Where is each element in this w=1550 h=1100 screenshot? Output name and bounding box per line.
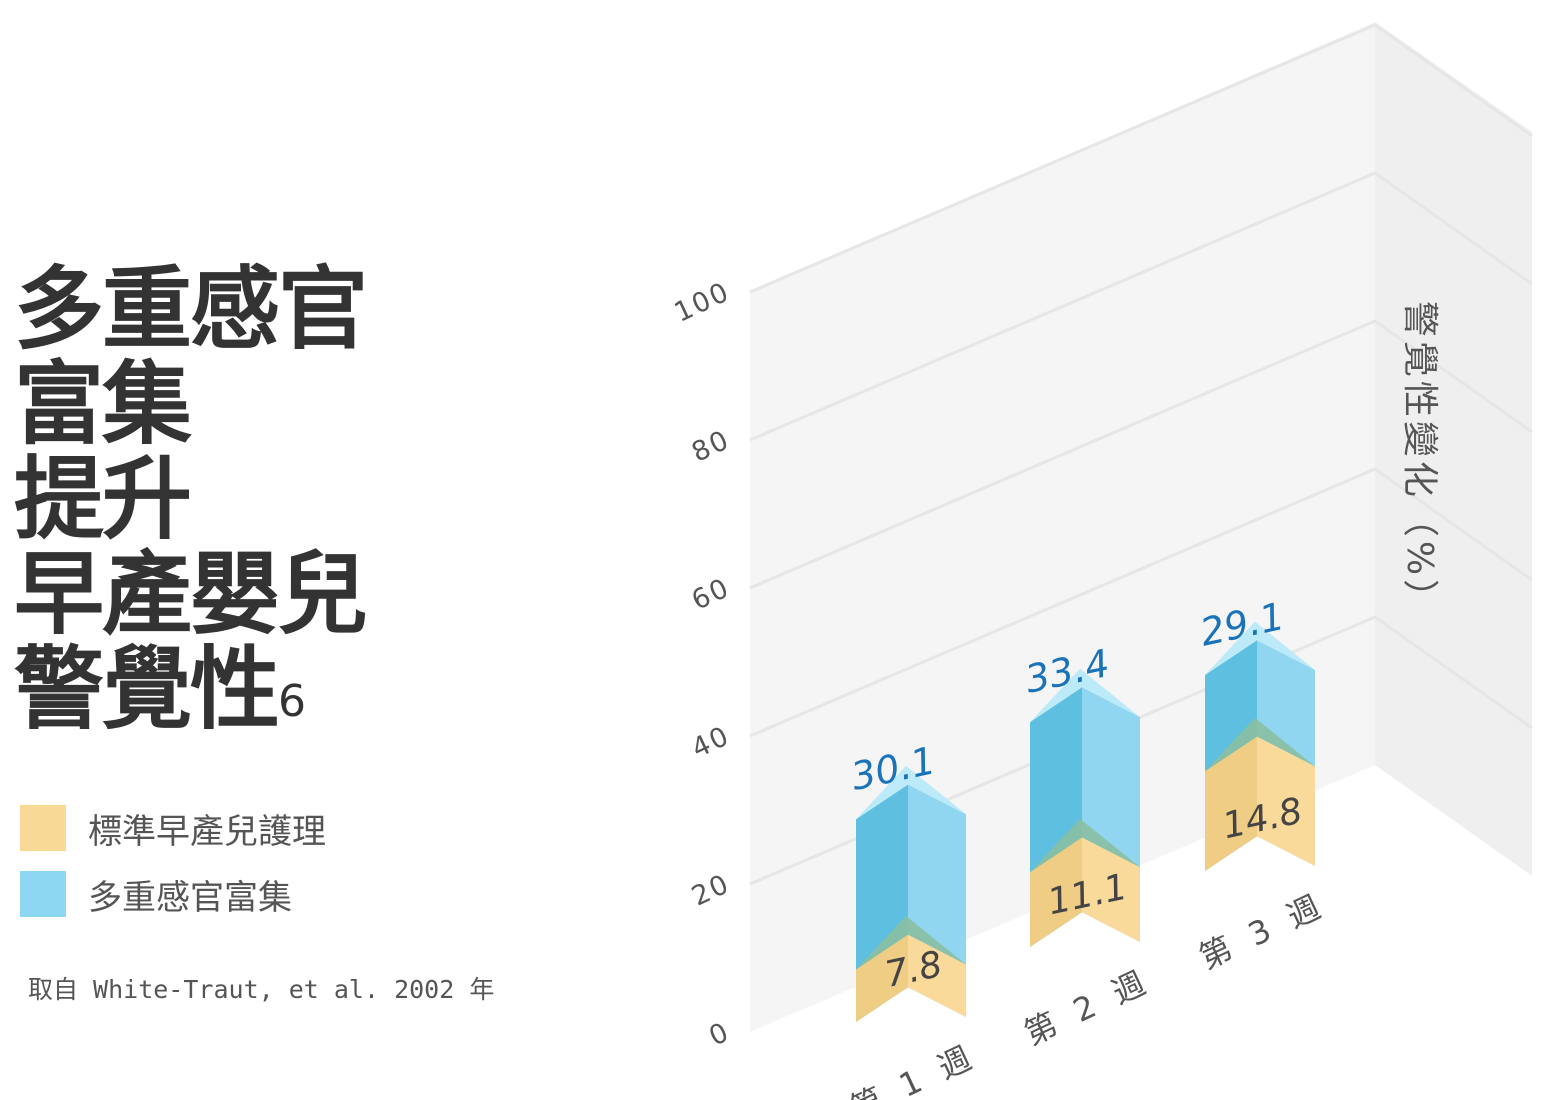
legend-label-enrichment: 多重感官富集 — [88, 877, 292, 918]
footnote-marker: 6 — [278, 676, 306, 727]
gridline — [749, 171, 1533, 442]
gridline — [749, 615, 1533, 886]
bar-enrichment-top — [1205, 621, 1315, 675]
title-line: 早產嬰兒 — [14, 542, 368, 647]
bar-standard-left — [856, 934, 908, 1022]
gridline — [749, 23, 1533, 294]
title-line: 富集 — [14, 352, 192, 457]
bar-standard-top — [1030, 818, 1140, 873]
title-text: 警覺性 — [14, 637, 280, 742]
bar-standard-top — [856, 916, 966, 970]
bar-standard-top — [1205, 717, 1315, 772]
title-line-last: 警覺性6 — [14, 642, 366, 737]
source-citation: 取自 White-Traut, et al. 2002 年 — [28, 975, 495, 1004]
legend-item-standard: 標準早產兒護理 — [20, 805, 326, 852]
legend-label-standard: 標準早產兒護理 — [88, 811, 326, 852]
bar-standard-right — [1257, 736, 1315, 866]
y-tick-label: 20 — [687, 868, 735, 912]
bar-standard-right — [908, 934, 966, 1017]
bar-enrichment-top — [856, 765, 966, 820]
x-category-label: 第 2 週 — [1018, 961, 1156, 1052]
y-tick-label: 100 — [670, 276, 735, 328]
legend: 標準早產兒護理 多重感官富集 — [20, 805, 326, 937]
bar-standard-left — [1205, 736, 1257, 871]
bar-standard-left — [1030, 837, 1082, 947]
gridline — [749, 467, 1533, 738]
y-tick-label: 60 — [687, 572, 735, 616]
bar-standard-right — [1082, 837, 1140, 942]
y-axis-label: 警覺性變化（%） — [1399, 301, 1440, 619]
gridline — [749, 319, 1533, 590]
legend-swatch-enrichment — [20, 871, 66, 917]
x-category-label: 第 1 週 — [844, 1036, 982, 1100]
page-title: 多重感官 富集 提升 早產嬰兒 警覺性6 — [14, 257, 368, 737]
x-category-label: 第 3 週 — [1193, 885, 1331, 976]
y-tick-label: 40 — [687, 720, 735, 764]
title-line: 提升 — [14, 447, 192, 552]
y-tick-label: 0 — [704, 1016, 734, 1052]
legend-swatch-standard — [20, 805, 66, 851]
y-tick-label: 80 — [687, 424, 735, 468]
legend-item-enrichment: 多重感官富集 — [20, 871, 326, 918]
side-wall — [1375, 22, 1532, 876]
bar-enrichment-top — [1030, 668, 1140, 723]
title-line: 多重感官 — [14, 257, 368, 362]
